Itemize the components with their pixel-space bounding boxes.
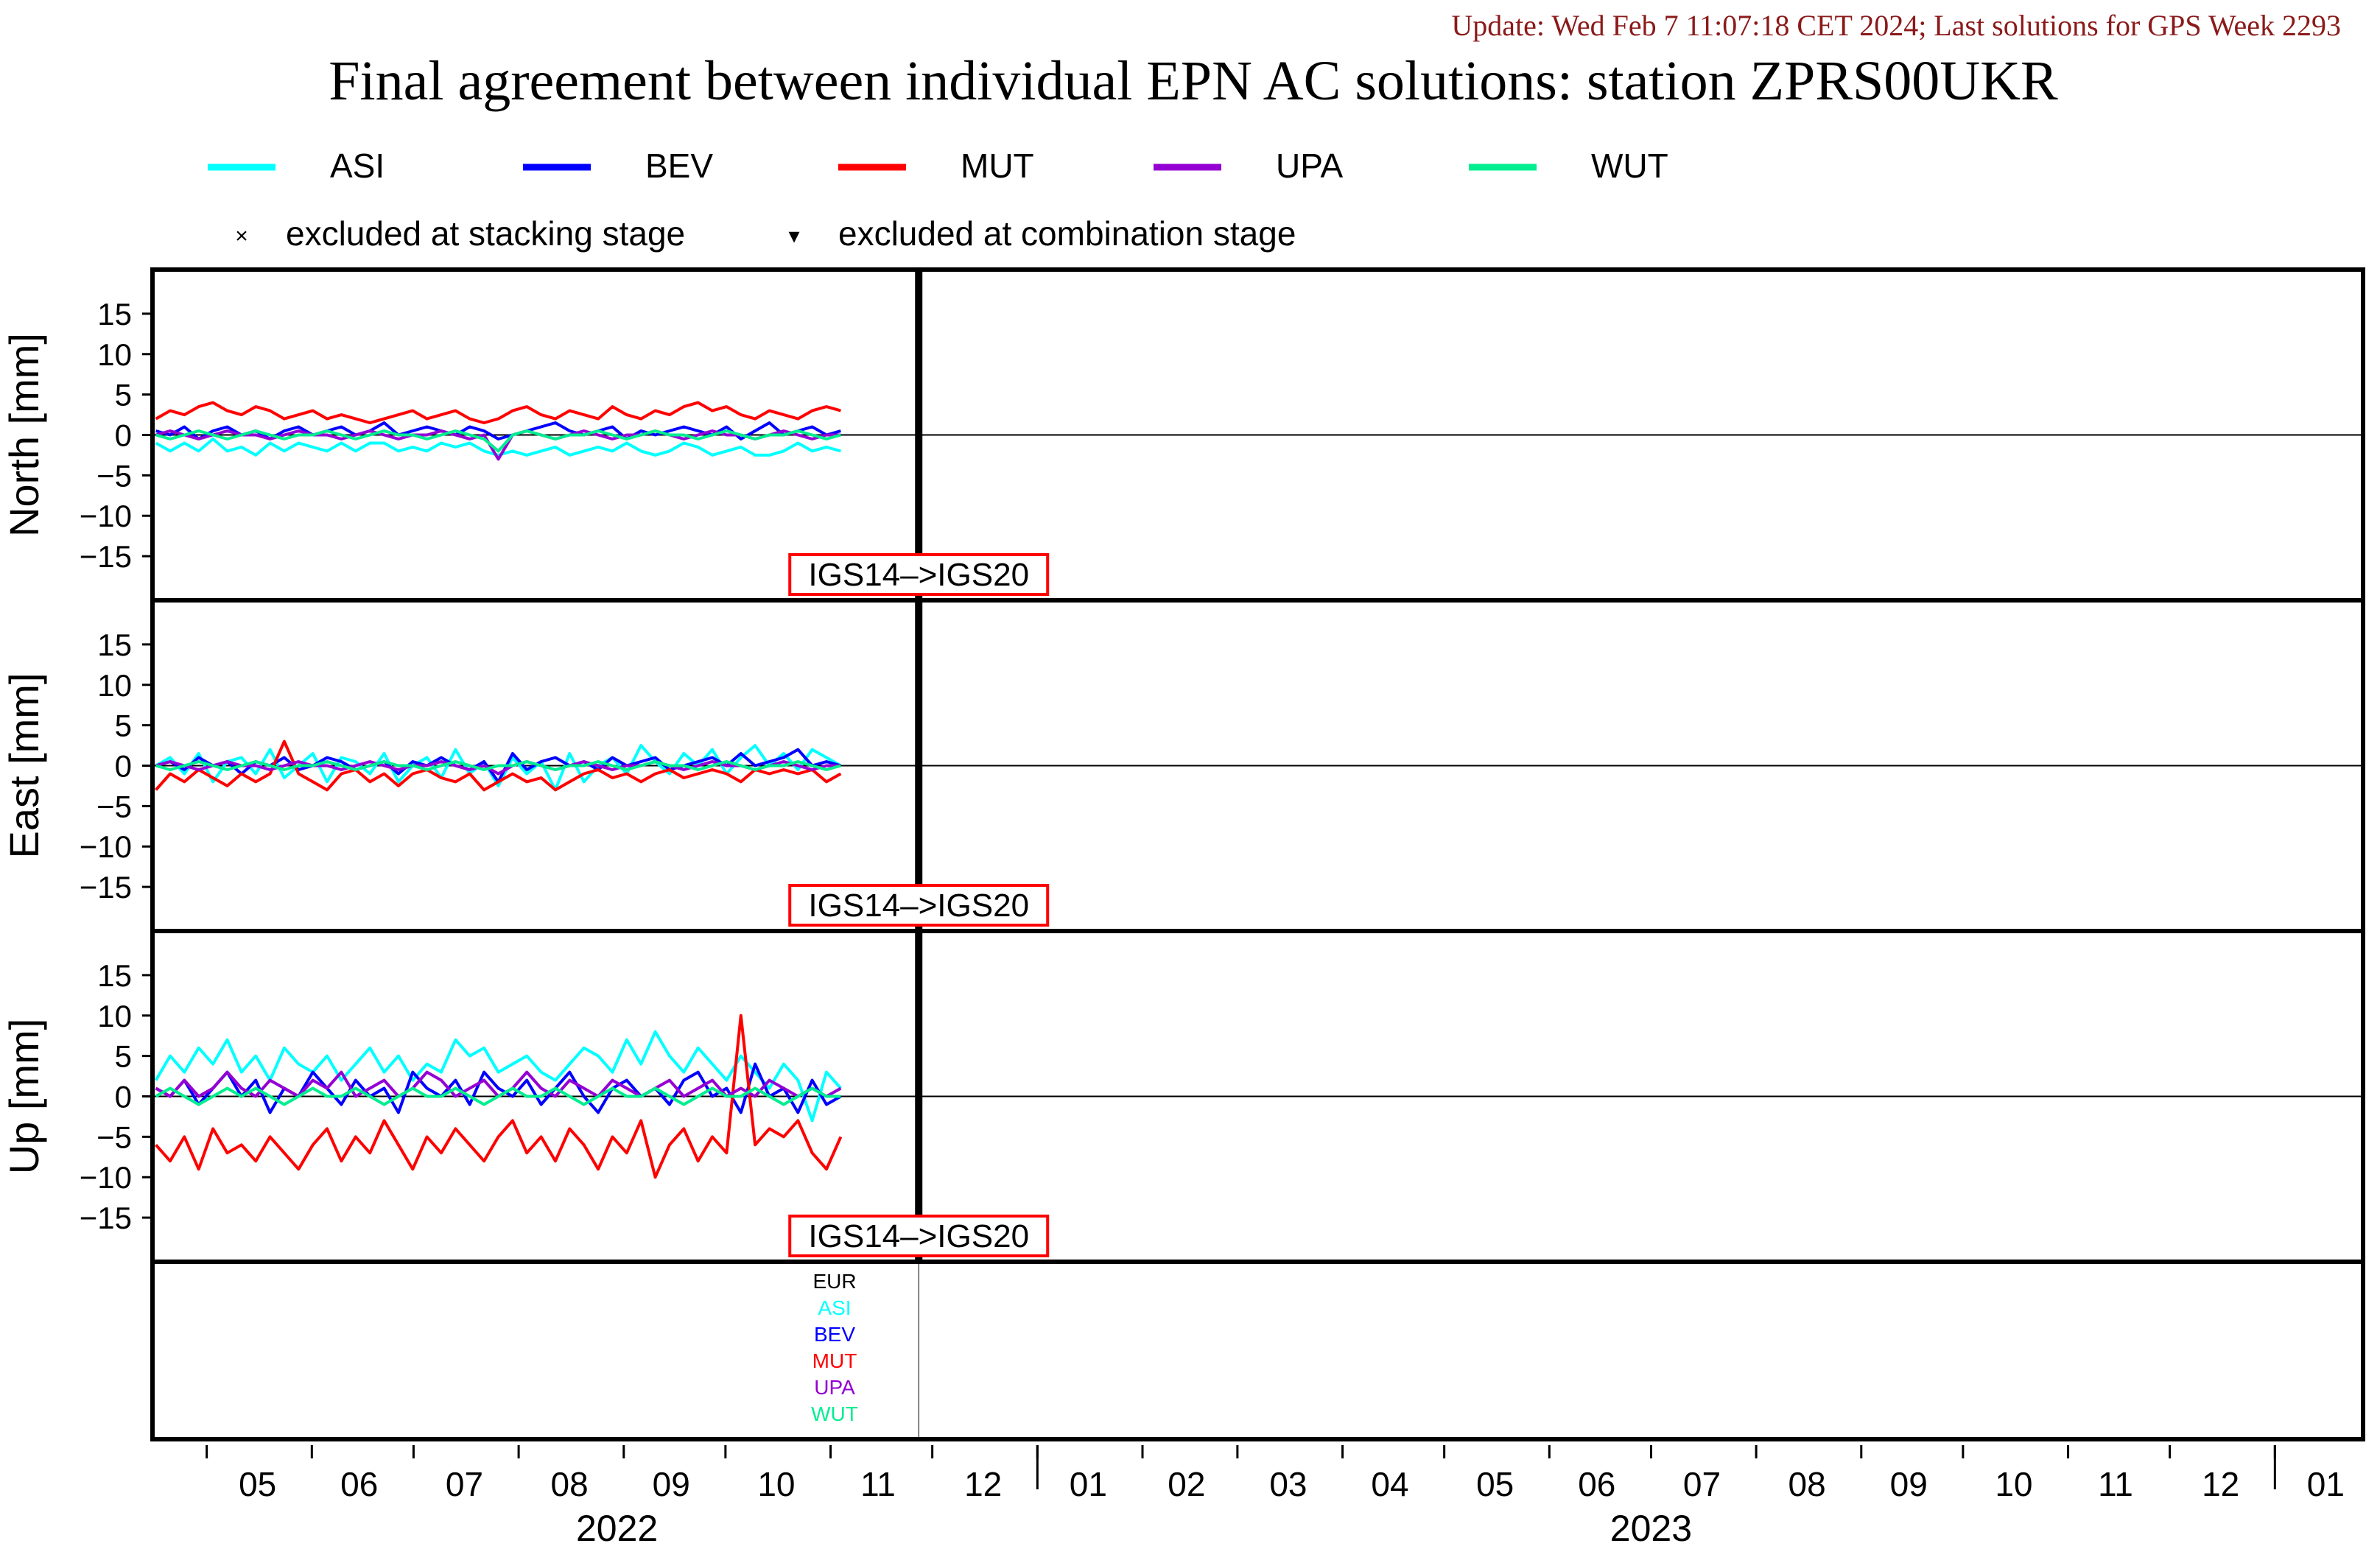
legend-marker-item: × excluded at stacking stage xyxy=(235,214,685,253)
series-line-asi xyxy=(155,438,841,457)
x-month-label: 07 xyxy=(1683,1465,1721,1503)
y-tick-label: 15 xyxy=(97,958,132,993)
x-month-label: 08 xyxy=(551,1465,589,1503)
y-tick-label: −15 xyxy=(80,539,132,574)
y-tick-label: −15 xyxy=(80,1201,132,1235)
x-month-label: 10 xyxy=(1995,1465,2032,1503)
x-month-label: 07 xyxy=(446,1465,483,1503)
frame-change-box xyxy=(788,1215,1050,1257)
update-text: Update: Wed Feb 7 11:07:18 CET 2024; Las… xyxy=(1451,9,2341,42)
chart-title: Final agreement between individual EPN A… xyxy=(329,50,2058,112)
x-month-label: 06 xyxy=(1578,1465,1615,1503)
y-tick-label: 0 xyxy=(115,418,132,453)
solution-label-asi: ASI xyxy=(818,1296,851,1319)
x-month-label: 05 xyxy=(1476,1465,1514,1503)
solution-list-frame xyxy=(150,1260,2365,1441)
frame-change-box xyxy=(788,884,1050,927)
y-tick-label: 5 xyxy=(115,378,132,412)
y-tick-label: 15 xyxy=(97,297,132,331)
x-month-label: 08 xyxy=(1788,1465,1826,1503)
y-tick-label: −5 xyxy=(96,789,132,823)
frame-change-label: IGS14–>IGS20 xyxy=(808,888,1029,924)
y-tick-label: 10 xyxy=(97,668,132,703)
x-month-label: 09 xyxy=(653,1465,690,1503)
legend-marker-label: excluded at combination stage xyxy=(838,214,1296,253)
x-month-label: 03 xyxy=(1269,1465,1307,1503)
x-month-label: 02 xyxy=(1168,1465,1205,1503)
x-month-label: 09 xyxy=(1890,1465,1928,1503)
x-month-label: 01 xyxy=(2307,1465,2345,1503)
y-tick-label: 15 xyxy=(97,628,132,662)
y-tick-label: −5 xyxy=(96,1120,132,1154)
series-line-mut xyxy=(155,740,842,792)
cross-marker-icon: × xyxy=(235,224,248,248)
y-tick-label: 5 xyxy=(115,1039,132,1074)
legend-label: BEV xyxy=(645,147,713,185)
x-month-label: 11 xyxy=(860,1465,896,1503)
panel-2: 15 10 5 0 −5 −10 −15 East [mm] IGS14–>IGS20 xyxy=(1,598,2365,933)
panel-1: 15 10 5 0 −5 −10 −15 North [mm] IGS14–>IGS20 xyxy=(1,267,2365,603)
legend-item-mut: MUT xyxy=(838,147,1034,185)
legend-series: ASI BEV MUT UPA WUT xyxy=(208,147,1668,185)
series-line-bev xyxy=(155,1062,842,1114)
x-month-label: 01 xyxy=(1070,1465,1107,1503)
y-tick-label: −10 xyxy=(80,1160,132,1195)
solution-label-wut: WUT xyxy=(811,1402,858,1425)
x-year-label: 2022 xyxy=(576,1508,658,1545)
y-axis-label: East [mm] xyxy=(1,672,47,858)
x-year-label: 2023 xyxy=(1610,1508,1692,1545)
y-tick-label: −5 xyxy=(96,458,132,493)
y-axis-label: Up [mm] xyxy=(1,1019,47,1175)
panels: 15 10 5 0 −5 −10 −15 North [mm] IGS14–>IGS20 15 10… xyxy=(1,267,2365,1264)
x-month-label: 12 xyxy=(964,1465,1002,1503)
y-tick-label: 10 xyxy=(97,999,132,1033)
series-line-wut xyxy=(155,429,841,453)
solution-label-upa: UPA xyxy=(814,1376,855,1399)
legend-item-asi: ASI xyxy=(208,147,385,185)
series-line-upa xyxy=(155,760,841,776)
legend-markers: × excluded at stacking stage ▾ excluded at … xyxy=(235,214,1296,253)
x-month-label: 04 xyxy=(1371,1465,1408,1503)
legend-marker-label: excluded at stacking stage xyxy=(286,214,685,253)
legend-label: WUT xyxy=(1591,147,1668,185)
solution-label-bev: BEV xyxy=(814,1323,855,1346)
legend-label: UPA xyxy=(1276,147,1343,185)
series-line-upa xyxy=(155,429,841,461)
legend-marker-item: ▾ excluded at combination stage xyxy=(788,214,1296,253)
x-month-label: 06 xyxy=(340,1465,378,1503)
solution-label-mut: MUT xyxy=(812,1349,857,1372)
y-tick-label: 0 xyxy=(115,1080,132,1114)
solution-label-eur: EUR xyxy=(812,1270,856,1293)
y-tick-label: −15 xyxy=(80,870,132,905)
legend-item-wut: WUT xyxy=(1469,147,1668,185)
series-line-mut xyxy=(155,401,841,424)
y-tick-label: 0 xyxy=(115,749,132,784)
y-tick-label: −10 xyxy=(80,829,132,864)
y-tick-label: 5 xyxy=(115,709,132,743)
legend-label: MUT xyxy=(961,147,1034,185)
y-tick-label: −10 xyxy=(80,499,132,533)
y-axis-label: North [mm] xyxy=(1,333,47,537)
x-month-label: 05 xyxy=(239,1465,276,1503)
y-tick-label: 10 xyxy=(97,337,132,372)
series-line-wut xyxy=(155,760,841,771)
solution-list-panel: EUR ASI BEV MUT UPA WUT xyxy=(150,1260,2365,1441)
legend-item-bev: BEV xyxy=(523,147,713,185)
series-line-mut xyxy=(155,1014,843,1179)
x-axis: 05 06 07 08 09 10 11 12 01 02 03 04 05 06 07 08 09 10 11 12… xyxy=(206,1445,2345,1549)
legend-label: ASI xyxy=(330,147,385,185)
x-month-label: 11 xyxy=(2098,1465,2133,1503)
frame-change-label: IGS14–>IGS20 xyxy=(808,1218,1029,1254)
legend-item-upa: UPA xyxy=(1154,147,1343,185)
triangle-marker-icon: ▾ xyxy=(788,224,799,248)
x-month-label: 10 xyxy=(757,1465,795,1503)
x-month-label: 12 xyxy=(2202,1465,2239,1503)
frame-change-label: IGS14–>IGS20 xyxy=(808,557,1029,593)
series-line-wut xyxy=(155,1086,841,1106)
panel-3: 15 10 5 0 −5 −10 −15 Up [mm] IGS14–>IGS20 xyxy=(1,929,2365,1264)
frame-change-box xyxy=(788,553,1050,596)
